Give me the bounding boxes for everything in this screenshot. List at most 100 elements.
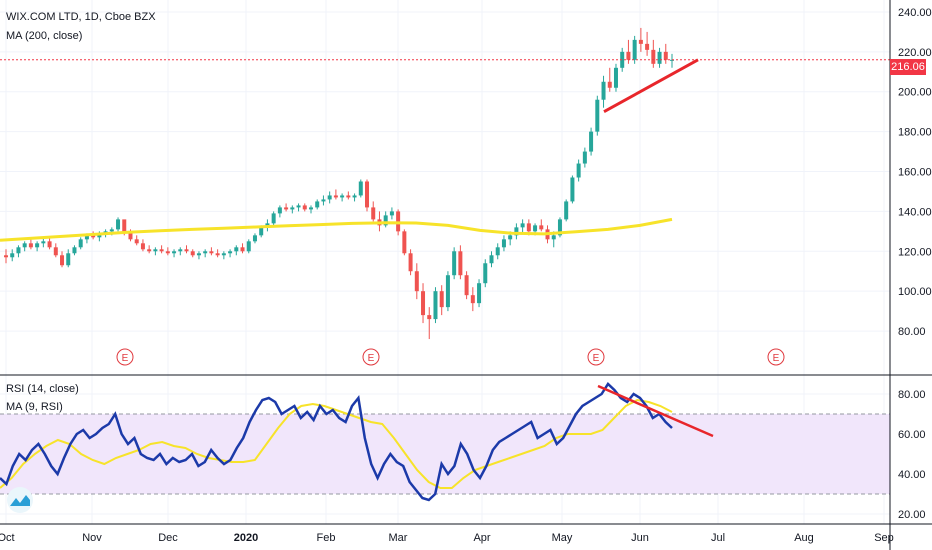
candle-body <box>439 291 444 308</box>
candle-body <box>4 255 8 258</box>
candle-body <box>607 81 612 88</box>
candle-body <box>613 67 618 88</box>
candle-body <box>601 81 606 100</box>
price-tick-label: 80.00 <box>898 326 926 338</box>
candle-body <box>551 235 556 240</box>
candle-body <box>557 219 562 236</box>
rsi-ma-indicator-label[interactable]: MA (9, RSI) <box>6 401 63 413</box>
candle-body <box>277 207 282 214</box>
candle-body <box>28 243 33 248</box>
rsi-overbought-oversold-band <box>0 414 890 494</box>
candle-body <box>147 249 152 252</box>
earnings-marker-label: E <box>773 353 780 364</box>
candle-body <box>66 253 71 266</box>
candle-body <box>140 243 145 250</box>
earnings-marker-icon[interactable] <box>362 348 380 366</box>
time-tick-label: Jun <box>631 532 649 544</box>
candle-body <box>414 271 419 292</box>
candle-body <box>78 239 83 248</box>
time-tick-label: Apr <box>473 532 490 544</box>
candle-body <box>190 251 195 256</box>
price-trendline <box>603 58 699 113</box>
candle-body <box>595 99 600 132</box>
price-tick-label: 100.00 <box>898 286 932 298</box>
candle-body <box>308 207 313 210</box>
candle-body <box>582 151 587 164</box>
candle-body <box>122 219 127 234</box>
candle-body <box>508 235 513 240</box>
candle-body <box>41 241 46 244</box>
candle-body <box>128 233 133 240</box>
candle-body <box>433 291 438 320</box>
candle-body <box>203 251 208 254</box>
candle-body <box>340 195 345 198</box>
tradingview-logo-icon[interactable] <box>6 486 34 514</box>
rsi-legend: RSI (14, close) MA (9, RSI) <box>6 382 79 414</box>
earnings-marker-icon[interactable] <box>587 348 605 366</box>
candle-body <box>389 211 394 216</box>
candle-body <box>526 223 531 232</box>
time-tick-label: 2020 <box>234 532 258 544</box>
candle-body <box>72 247 77 254</box>
candle-body <box>483 263 488 284</box>
rsi-tick-label: 20.00 <box>898 509 926 521</box>
candle-body <box>358 181 363 196</box>
price-tick-label: 160.00 <box>898 167 932 179</box>
price-tick-label: 220.00 <box>898 47 932 59</box>
candle-body <box>346 195 351 198</box>
candle-body <box>645 43 650 50</box>
candle-body <box>477 283 482 304</box>
time-tick-label: Aug <box>794 532 814 544</box>
candle-body <box>284 207 289 210</box>
rsi-tick-label: 60.00 <box>898 429 926 441</box>
candle-body <box>209 251 214 254</box>
rsi-trendline <box>597 384 714 438</box>
candle-body <box>657 51 662 64</box>
candle-body <box>495 247 500 256</box>
time-tick-label: Sep <box>874 532 894 544</box>
time-tick-label: Jul <box>711 532 725 544</box>
candle-body <box>651 49 656 64</box>
symbol-title[interactable]: WIX.COM LTD, 1D, Cboe BZX <box>6 11 156 23</box>
candle-body <box>638 39 643 44</box>
candle-body <box>427 315 432 320</box>
candle-body <box>533 225 538 232</box>
price-tick-label: 180.00 <box>898 127 932 139</box>
candle-body <box>35 243 40 248</box>
candle-body <box>91 235 96 238</box>
candle-body <box>60 255 65 266</box>
candle-body <box>315 201 320 208</box>
candle-body <box>221 253 226 256</box>
price-tick-label: 200.00 <box>898 87 932 99</box>
rsi-indicator-label[interactable]: RSI (14, close) <box>6 383 79 395</box>
earnings-marker-icon[interactable] <box>116 348 134 366</box>
candle-body <box>402 231 407 254</box>
rsi-tick-label: 40.00 <box>898 469 926 481</box>
time-tick-label: Mar <box>389 532 408 544</box>
candle-body <box>259 227 264 236</box>
earnings-marker-icon[interactable] <box>767 348 785 366</box>
candle-body <box>246 241 251 252</box>
candle-body <box>10 253 15 258</box>
candle-body <box>396 211 401 232</box>
candle-body <box>352 195 357 198</box>
rsi-line <box>0 382 673 502</box>
candle-body <box>445 275 450 308</box>
candle-body <box>383 215 388 226</box>
earnings-marker-label: E <box>368 353 375 364</box>
time-tick-label: Feb <box>317 532 336 544</box>
ma-indicator-label[interactable]: MA (200, close) <box>6 30 83 42</box>
candle-body <box>134 239 139 244</box>
candle-body <box>452 251 457 276</box>
candle-body <box>489 255 494 264</box>
price-tick-label: 120.00 <box>898 246 932 258</box>
earnings-marker-label: E <box>593 353 600 364</box>
chart-legend: WIX.COM LTD, 1D, Cboe BZX MA (200, close… <box>6 10 156 43</box>
candle-body <box>501 239 506 248</box>
price-tick-label: 140.00 <box>898 206 932 218</box>
candle-body <box>632 39 637 60</box>
candle-body <box>408 253 413 272</box>
candle-body <box>271 213 276 224</box>
candle-body <box>464 275 469 296</box>
candle-body <box>109 229 114 232</box>
